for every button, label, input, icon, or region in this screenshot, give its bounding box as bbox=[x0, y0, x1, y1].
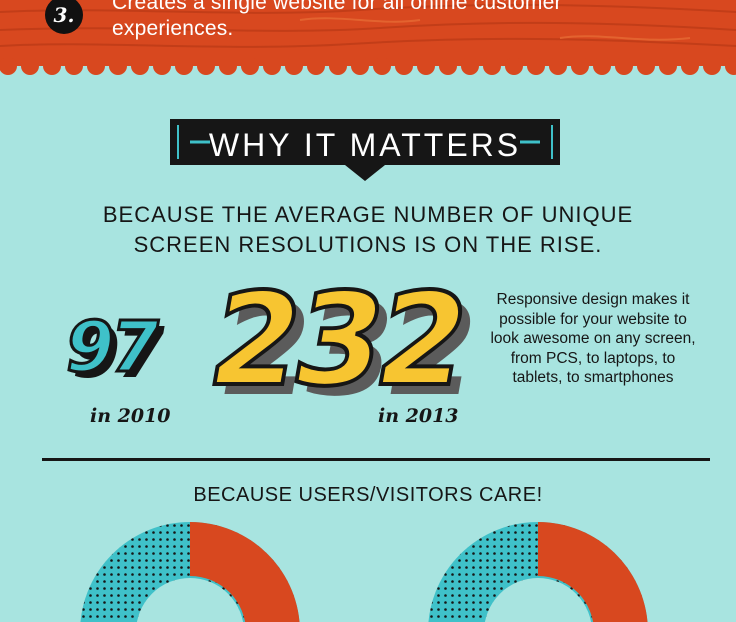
scallop bbox=[373, 58, 391, 75]
scallop bbox=[131, 58, 149, 75]
section-title: WHY IT MATTERS bbox=[208, 127, 522, 163]
because-heading: BECAUSE THE AVERAGE NUMBER OF UNIQUE SCR… bbox=[40, 200, 696, 260]
scallop bbox=[549, 58, 567, 75]
wood-grain-texture bbox=[0, 3, 736, 48]
responsive-design-text: Responsive design makes it possible for … bbox=[490, 291, 696, 386]
because-heading-line2: SCREEN RESOLUTIONS IS ON THE RISE. bbox=[133, 232, 603, 257]
scallop bbox=[395, 58, 413, 75]
stat-2013-value: 232 bbox=[197, 264, 476, 417]
scallop bbox=[263, 58, 281, 75]
scallop bbox=[153, 58, 171, 75]
section-divider bbox=[42, 458, 710, 461]
scallop bbox=[109, 58, 127, 75]
scallop bbox=[571, 58, 589, 75]
scallop bbox=[527, 58, 545, 75]
scallop bbox=[703, 58, 721, 75]
scallop bbox=[43, 58, 61, 75]
scallop bbox=[417, 58, 435, 75]
because-heading-line1: BECAUSE THE AVERAGE NUMBER OF UNIQUE bbox=[102, 202, 634, 227]
scallop bbox=[505, 58, 523, 75]
scallop bbox=[637, 58, 655, 75]
scallop bbox=[21, 58, 39, 75]
scallop bbox=[219, 58, 237, 75]
why-it-matters-banner: WHY IT MATTERS bbox=[170, 113, 560, 183]
donut-chart-left-icon bbox=[80, 522, 300, 622]
scallop bbox=[681, 58, 699, 75]
step-description: Creates a single website for all online … bbox=[112, 0, 562, 42]
scallop bbox=[0, 58, 17, 75]
scallop bbox=[65, 58, 83, 75]
stat-2010-value: 97 bbox=[57, 305, 164, 390]
donut-chart-right-icon bbox=[428, 522, 648, 622]
scallop bbox=[593, 58, 611, 75]
scallop-edge-icon bbox=[0, 58, 736, 75]
scallop bbox=[197, 58, 215, 75]
step-description-line2: experiences. bbox=[112, 17, 234, 40]
scallop bbox=[285, 58, 303, 75]
scallop bbox=[659, 58, 677, 75]
step-description-line1: Creates a single website for all online … bbox=[112, 0, 562, 14]
step-number-badge: 3. bbox=[45, 0, 83, 34]
scallop bbox=[439, 58, 457, 75]
users-care-heading: BECAUSE USERS/VISITORS CARE! bbox=[193, 484, 543, 506]
scallop bbox=[725, 58, 736, 75]
scallop bbox=[307, 58, 325, 75]
stat-2010-label: in 2010 bbox=[90, 405, 171, 427]
scallop bbox=[175, 58, 193, 75]
banner-ribbon-icon bbox=[170, 119, 560, 181]
scallop bbox=[87, 58, 105, 75]
scallop bbox=[483, 58, 501, 75]
scallop bbox=[241, 58, 259, 75]
stat-2013-label: in 2013 bbox=[378, 405, 459, 427]
scallop bbox=[461, 58, 479, 75]
scallop bbox=[615, 58, 633, 75]
scallop bbox=[329, 58, 347, 75]
scallop bbox=[351, 58, 369, 75]
top-wood-band: 3. Creates a single website for all onli… bbox=[0, 0, 736, 66]
